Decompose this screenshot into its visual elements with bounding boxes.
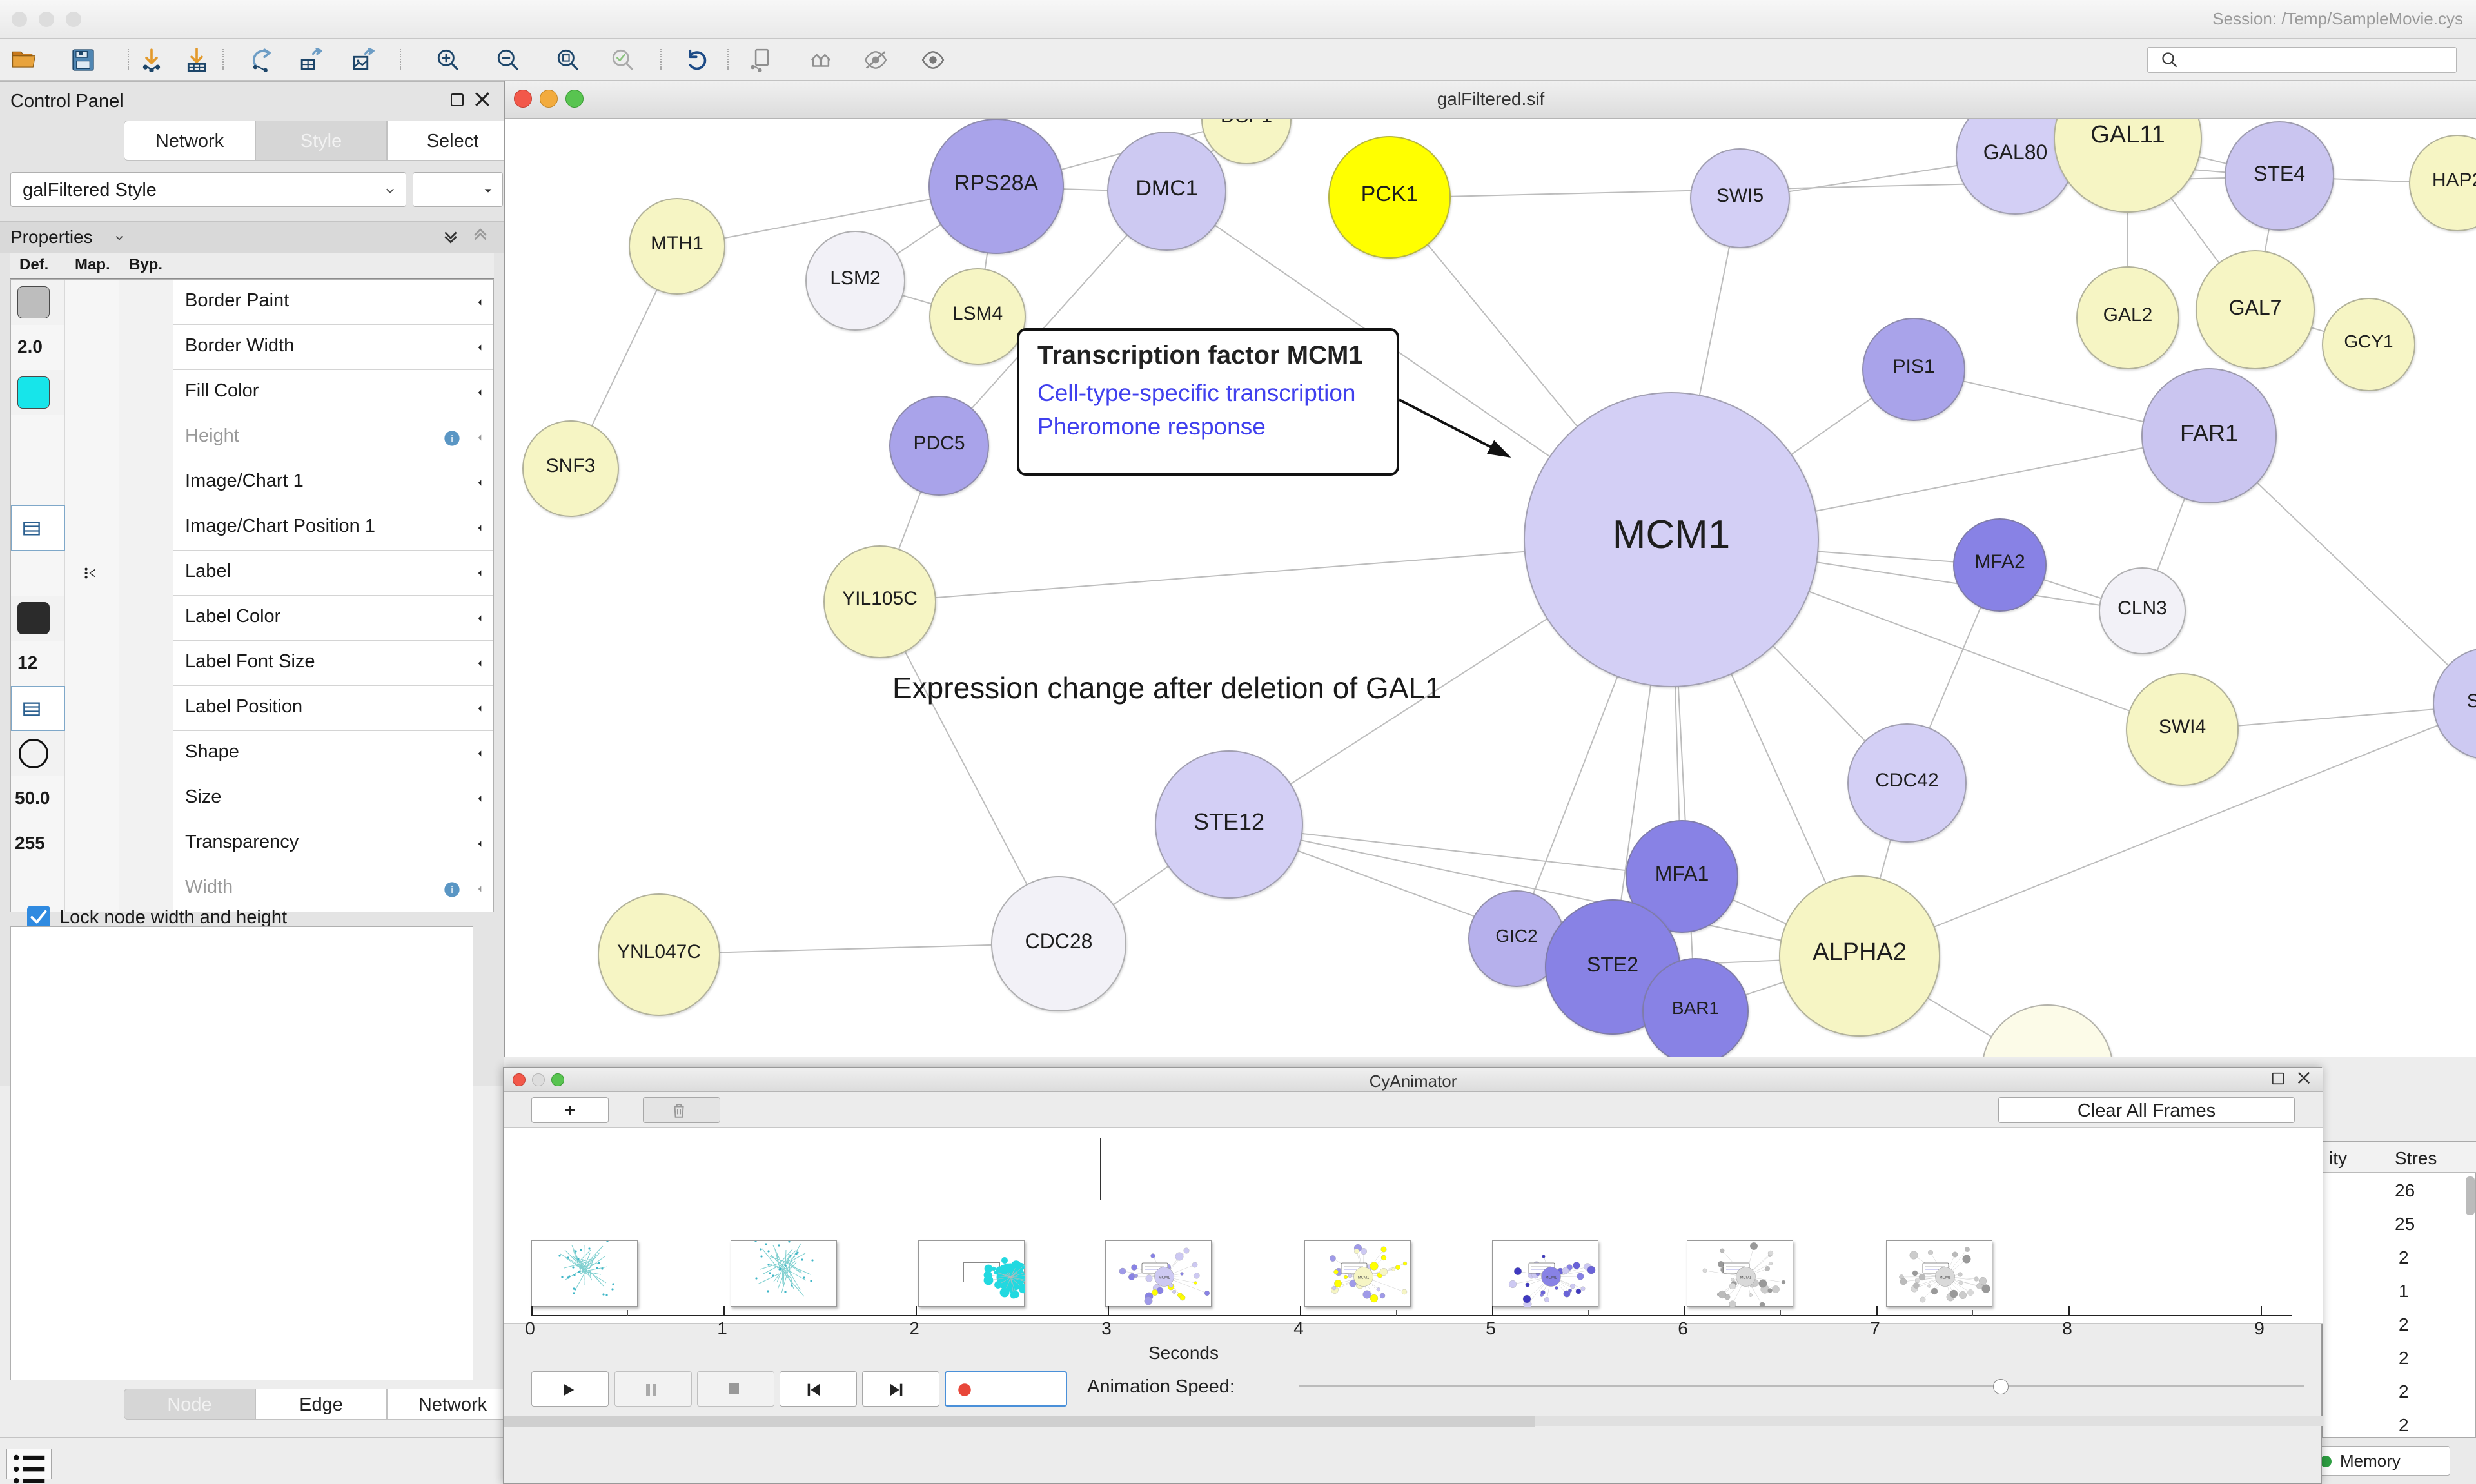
svg-text:MCM1: MCM1 <box>1358 1276 1370 1280</box>
svg-text:MCM1: MCM1 <box>1740 1276 1752 1280</box>
svg-text:MCM1: MCM1 <box>1545 1276 1557 1280</box>
svg-text:MCM1: MCM1 <box>1940 1276 1951 1280</box>
svg-text:MCM1: MCM1 <box>1159 1276 1170 1280</box>
svg-text:i: i <box>451 434 453 445</box>
svg-text:i: i <box>451 885 453 896</box>
